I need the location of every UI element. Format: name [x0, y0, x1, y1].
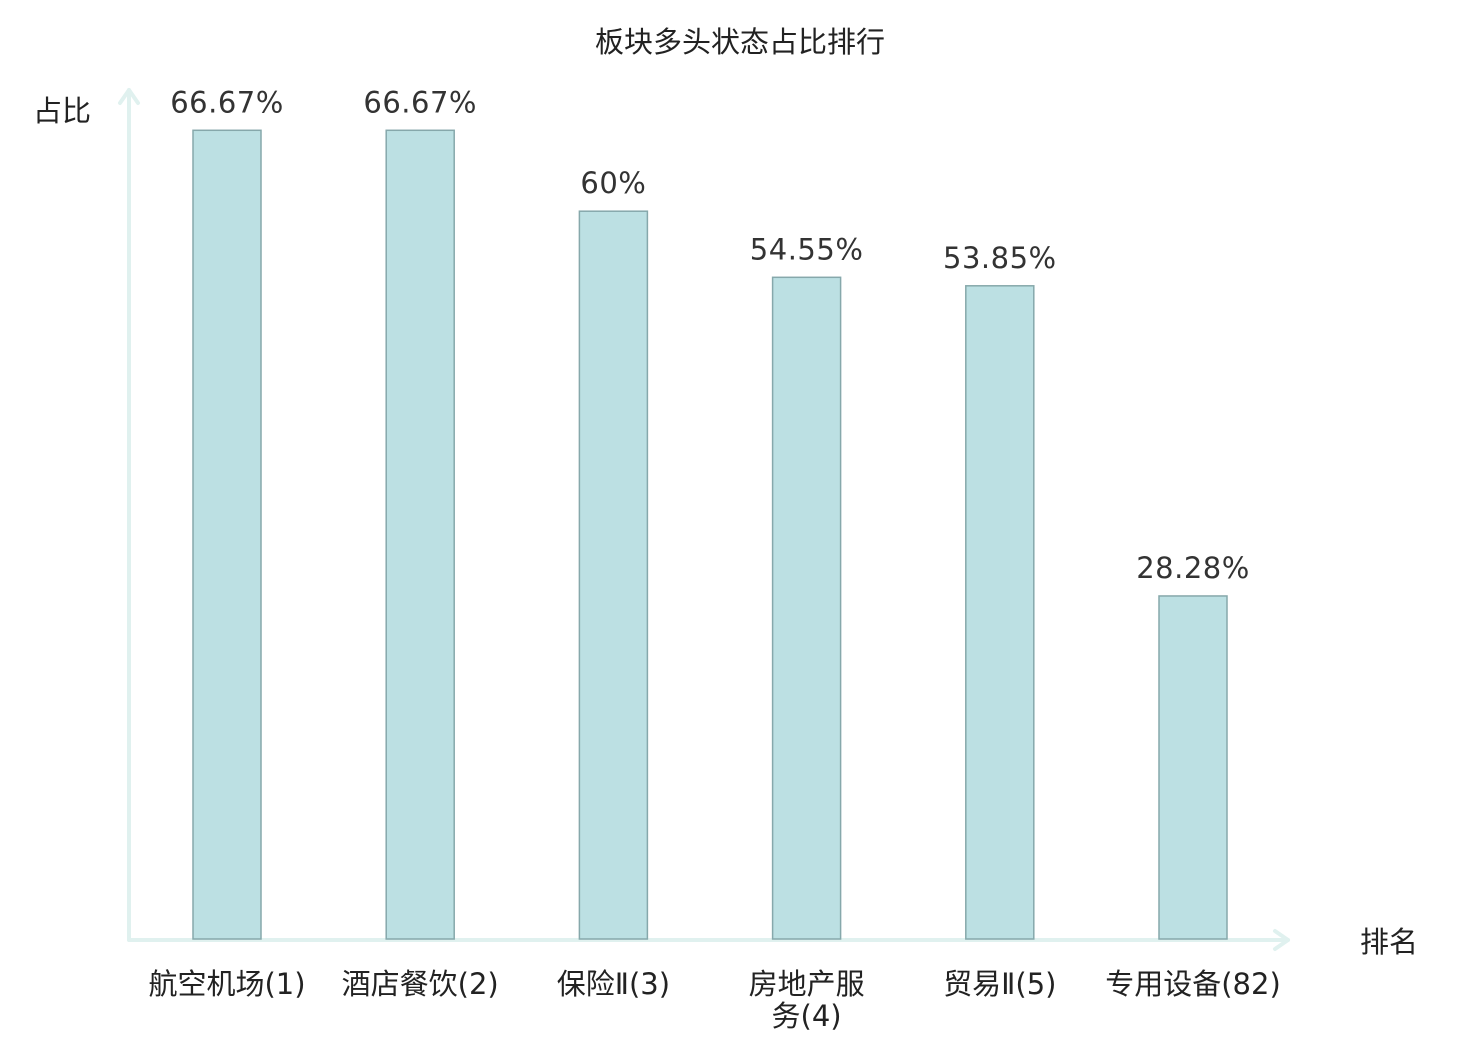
category-label-5: 贸易Ⅱ(5) [943, 967, 1056, 1001]
chart-title: 板块多头状态占比排行 [595, 25, 885, 59]
category-label-3: 保险Ⅱ(3) [557, 967, 670, 1001]
x-axis-arrow [1273, 929, 1290, 951]
value-labels-group: 66.67% 66.67% 60% 54.55% 53.85% 28.28% [170, 85, 1250, 585]
value-label-1: 66.67% [170, 85, 284, 119]
bar-1 [192, 129, 262, 940]
category-label-4-line-2: 务(4) [772, 999, 842, 1033]
bar-4 [771, 276, 842, 940]
bars-group [192, 129, 1228, 940]
category-label-2: 酒店餐饮(2) [342, 967, 499, 1001]
category-label-4-line-1: 房地产服 [749, 967, 865, 1001]
category-label-6: 专用设备(82) [1105, 967, 1281, 1001]
value-label-6: 28.28% [1136, 551, 1250, 585]
bar-2 [385, 129, 455, 940]
value-label-2: 66.67% [363, 85, 477, 119]
y-axis-arrow [118, 88, 140, 105]
bar-5 [965, 285, 1035, 940]
y-axis-label: 占比 [33, 94, 91, 128]
value-label-5: 53.85% [943, 241, 1057, 275]
x-axis-label: 排名 [1360, 925, 1418, 959]
bar-3 [578, 210, 649, 940]
category-label-1: 航空机场(1) [148, 967, 305, 1001]
value-label-3: 60% [580, 166, 646, 200]
bar-6 [1158, 595, 1228, 940]
value-label-4: 54.55% [750, 232, 864, 266]
